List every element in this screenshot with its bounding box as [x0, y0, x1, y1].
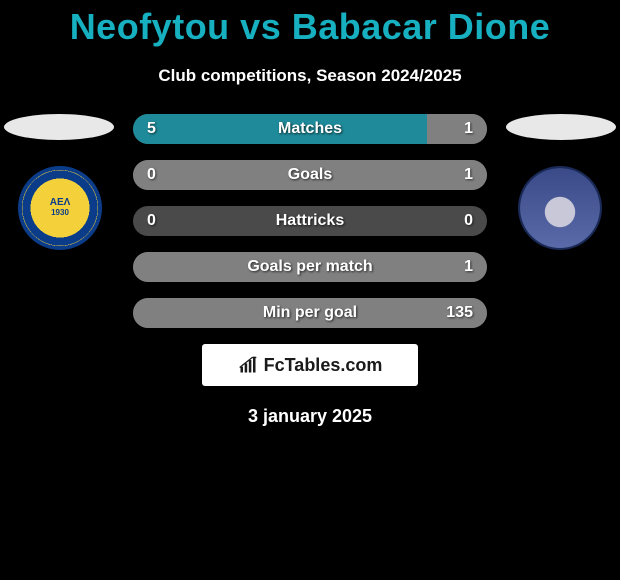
team-badge-left: ΑΕΛ 1930	[18, 166, 102, 250]
stat-label: Goals	[133, 160, 487, 190]
content-area: ΑΕΛ 1930 51Matches 01Goals 00Hattricks 1Goa…	[0, 114, 620, 427]
chart-icon	[238, 355, 258, 375]
stat-label: Matches	[133, 114, 487, 144]
stat-row: 51Matches	[133, 114, 487, 144]
team-badge-left-text: ΑΕΛ 1930	[50, 198, 71, 218]
team-badge-right-art	[520, 168, 600, 248]
stat-label: Hattricks	[133, 206, 487, 236]
stat-row: 00Hattricks	[133, 206, 487, 236]
stat-row: 135Min per goal	[133, 298, 487, 328]
comparison-title: Neofytou vs Babacar Dione	[0, 0, 620, 48]
stat-label: Min per goal	[133, 298, 487, 328]
stat-row: 01Goals	[133, 160, 487, 190]
team-badge-right	[518, 166, 602, 250]
branding-text: FcTables.com	[264, 355, 383, 376]
player-photo-left-placeholder	[4, 114, 114, 140]
player-photo-right-placeholder	[506, 114, 616, 140]
stat-row: 1Goals per match	[133, 252, 487, 282]
branding-box: FcTables.com	[202, 344, 418, 386]
comparison-subtitle: Club competitions, Season 2024/2025	[0, 66, 620, 86]
stat-label: Goals per match	[133, 252, 487, 282]
date-text: 3 january 2025	[0, 406, 620, 427]
stat-bars: 51Matches 01Goals 00Hattricks 1Goals per ma…	[133, 114, 487, 328]
